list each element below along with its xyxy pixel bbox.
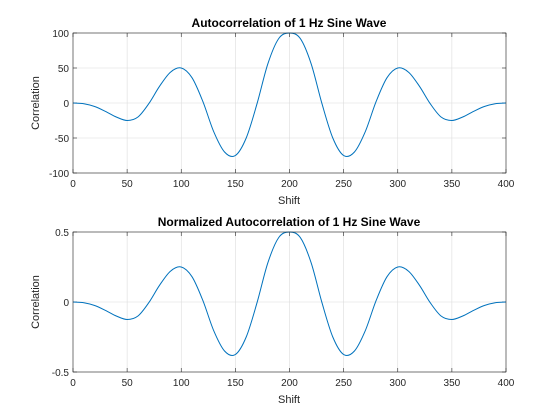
- x-tick-label: 100: [173, 378, 190, 389]
- x-tick-label: 0: [70, 378, 76, 389]
- chart-title: Autocorrelation of 1 Hz Sine Wave: [192, 16, 387, 30]
- x-axis-label: Shift: [278, 195, 300, 207]
- x-tick-label: 100: [173, 179, 190, 190]
- y-tick-label: -50: [55, 134, 70, 145]
- y-tick-label: 0: [63, 99, 69, 110]
- x-tick-label: 300: [389, 179, 406, 190]
- y-tick-label: 0: [63, 298, 69, 309]
- y-tick-label: -100: [49, 169, 69, 180]
- y-tick-label: 100: [52, 29, 69, 40]
- x-tick-label: 400: [498, 179, 515, 190]
- x-tick-label: 50: [122, 179, 134, 190]
- x-tick-label: 150: [227, 378, 244, 389]
- y-tick-label: 0.5: [55, 228, 69, 239]
- axes-frame: [72, 231, 507, 373]
- x-tick-label: 200: [281, 378, 298, 389]
- y-tick-label: 50: [58, 64, 70, 75]
- x-tick-label: 350: [444, 378, 461, 389]
- x-tick-label: 250: [335, 179, 352, 190]
- y-axis-label: Correlation: [30, 275, 42, 329]
- x-axis-label: Shift: [278, 394, 300, 406]
- normalized-autocorrelation-subplot: Normalized Autocorrelation of 1 Hz Sine …: [30, 215, 515, 406]
- x-tick-label: 400: [498, 378, 515, 389]
- x-tick-label: 50: [122, 378, 134, 389]
- chart-title: Normalized Autocorrelation of 1 Hz Sine …: [158, 215, 421, 229]
- x-tick-label: 300: [389, 378, 406, 389]
- x-tick-label: 150: [227, 179, 244, 190]
- axes-frame: [72, 32, 507, 174]
- autocorrelation-subplot: Autocorrelation of 1 Hz Sine Wave Shift …: [30, 16, 515, 207]
- x-tick-label: 200: [281, 179, 298, 190]
- x-tick-label: 250: [335, 378, 352, 389]
- y-axis-label: Correlation: [30, 76, 42, 130]
- y-tick-label: -0.5: [52, 368, 70, 379]
- x-tick-label: 0: [70, 179, 76, 190]
- x-tick-label: 350: [444, 179, 461, 190]
